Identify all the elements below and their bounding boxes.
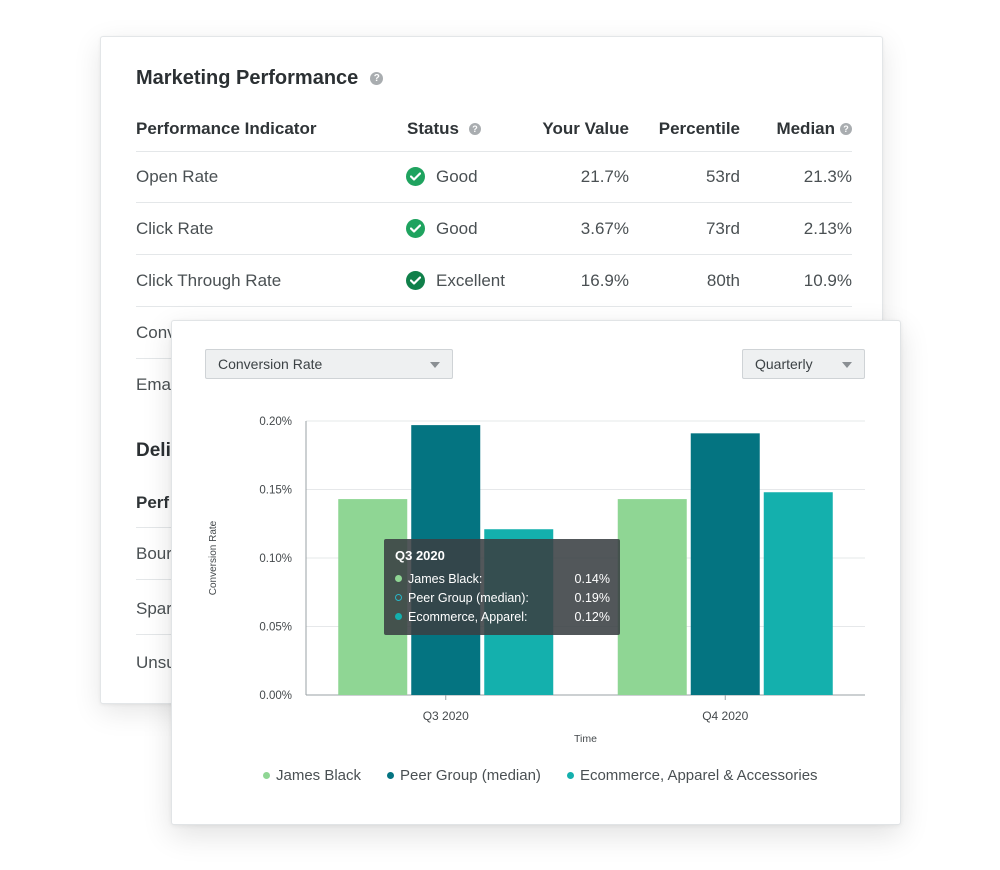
bar: [763, 492, 833, 695]
tooltip-value: 0.19%: [574, 590, 610, 605]
table-row: Unsu: [136, 637, 852, 688]
tooltip-title: Q3 2020: [395, 548, 445, 563]
series-dot-icon: [395, 613, 402, 620]
check-circle-icon: [406, 271, 425, 290]
chevron-down-icon: [430, 362, 440, 368]
card-title: Marketing Performance ?: [136, 67, 384, 90]
indicator-cell: Unsu: [136, 652, 176, 672]
series-dot-icon: [395, 575, 402, 582]
y-tick-label: 0.00%: [259, 690, 292, 702]
legend-label: Peer Group (median): [400, 767, 541, 784]
col-header-indicator: Performance Indicator: [136, 119, 317, 138]
indicator-cell: Bour: [136, 543, 172, 563]
percentile-cell: 73rd: [705, 218, 740, 238]
period-select-value: Quarterly: [755, 356, 813, 372]
status-text: Good: [436, 218, 478, 238]
period-select[interactable]: Quarterly: [742, 349, 865, 379]
indicator-cell: Click Rate: [136, 218, 214, 238]
metric-select[interactable]: Conversion Rate: [205, 349, 453, 379]
median-cell: 2.13%: [803, 218, 852, 238]
legend-item[interactable]: James Black: [263, 767, 361, 784]
table-row: Click Through Rate Excellent 16.9% 80th …: [136, 255, 852, 307]
y-tick-label: 0.05%: [259, 622, 292, 634]
status-cell: Good: [406, 151, 478, 202]
col-header-status: Status ?: [407, 119, 481, 139]
help-icon[interactable]: ?: [370, 72, 384, 85]
series-dot-icon: [395, 594, 402, 601]
legend-dot-icon: [566, 772, 574, 779]
check-circle-icon: [406, 167, 425, 186]
x-tick-label: Q3 2020: [423, 709, 469, 723]
col-header-median: Median ?: [776, 119, 852, 139]
percentile-cell: 53rd: [705, 166, 740, 186]
table-row: Open Rate Good 21.7% 53rd 21.3%: [136, 151, 852, 203]
indicator-cell: Conv: [136, 322, 176, 342]
check-circle-icon: [406, 219, 425, 238]
status-cell: Excellent: [406, 255, 505, 306]
section-table-header: Perf: [136, 493, 170, 512]
section-title: Deli: [136, 440, 171, 461]
value-cell: 3.67%: [580, 218, 629, 238]
chart-legend: James Black Peer Group (median) Ecommerc…: [263, 767, 844, 784]
y-tick-label: 0.10%: [259, 553, 292, 565]
tooltip-row: Ecommerce, Apparel: 0.12%: [395, 607, 610, 626]
status-text: Good: [436, 166, 478, 186]
bar: [690, 433, 760, 695]
x-tick-label: Q4 2020: [702, 709, 748, 723]
chevron-down-icon: [842, 362, 852, 368]
legend-item[interactable]: Ecommerce, Apparel & Accessories: [566, 767, 818, 784]
table-row: Ema: [136, 359, 852, 410]
tooltip-label: Ecommerce, Apparel:: [408, 609, 528, 624]
chart-tooltip: Q3 2020 James Black: 0.14% Peer Group (m…: [384, 539, 620, 635]
indicator-cell: Click Through Rate: [136, 270, 282, 290]
value-cell: 16.9%: [580, 270, 629, 290]
legend-dot-icon: [263, 772, 270, 779]
tooltip-value: 0.14%: [574, 571, 610, 586]
status-cell: Good: [406, 203, 478, 254]
median-cell: 10.9%: [803, 270, 852, 290]
table-header: Performance Indicator Status ? Your Valu…: [136, 117, 852, 152]
y-tick-label: 0.20%: [259, 416, 292, 428]
median-cell: 21.3%: [803, 166, 852, 186]
y-tick-label: 0.15%: [259, 485, 292, 497]
tooltip-value: 0.12%: [574, 609, 610, 624]
value-cell: 21.7%: [580, 166, 629, 186]
conversion-chart-card: Conversion Rate Quarterly 0.00% 0.05% 0.10…: [171, 320, 901, 825]
percentile-cell: 80th: [706, 270, 740, 290]
indicator-cell: Ema: [136, 374, 171, 394]
status-text: Excellent: [436, 270, 505, 290]
col-header-value: Your Value: [542, 119, 629, 138]
col-header-percentile: Percentile: [658, 119, 740, 138]
y-axis-title: Conversion Rate: [208, 520, 219, 595]
tooltip-row: James Black: 0.14%: [395, 569, 610, 588]
legend-dot-icon: [387, 772, 395, 779]
table-row: Click Rate Good 3.67% 73rd 2.13%: [136, 203, 852, 255]
legend-item[interactable]: Peer Group (median): [387, 767, 541, 784]
status-help-icon[interactable]: ?: [468, 123, 481, 135]
legend-label: James Black: [276, 767, 362, 784]
tooltip-row: Peer Group (median): 0.19%: [395, 588, 610, 607]
median-help-icon[interactable]: ?: [840, 123, 852, 135]
tooltip-label: James Black:: [408, 571, 483, 586]
indicator-cell: Open Rate: [136, 166, 219, 186]
metric-select-value: Conversion Rate: [218, 356, 323, 372]
tooltip-label: Peer Group (median):: [408, 590, 529, 605]
x-axis-title: Time: [574, 733, 597, 745]
legend-label: Ecommerce, Apparel & Accessories: [579, 767, 818, 784]
bar: [617, 499, 687, 695]
card-title-text: Marketing Performance: [136, 67, 359, 89]
indicator-cell: Spar: [136, 598, 172, 618]
